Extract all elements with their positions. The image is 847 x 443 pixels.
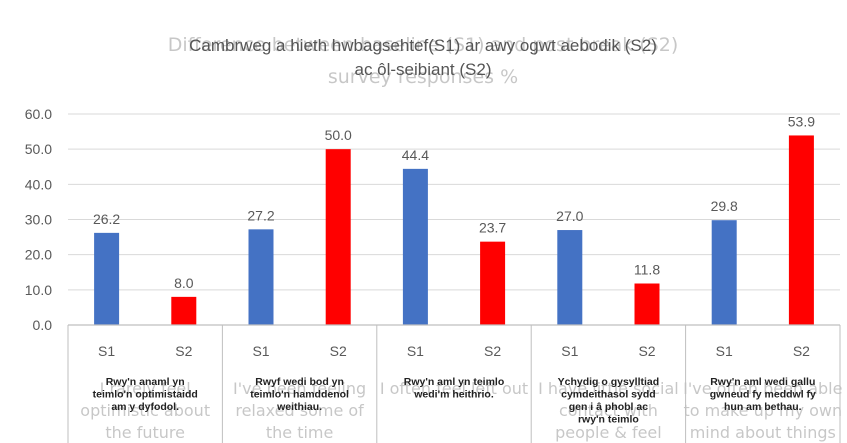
bar-s1 [557,230,583,325]
category-overlay-line: the future [105,423,185,442]
category-overlay-line: optimistic about [80,401,210,420]
category-label-line: teimlo'n hamddenol [250,389,349,401]
category-label-line: Rwy'n aml yn teimlo [404,376,505,388]
category-label-line: rwy'n teimlo [578,414,639,426]
category-label-line: Rwy'n aml wedi gallu [710,376,815,388]
category-label-line: Ychydig o gysylltiad [558,376,660,388]
y-tick-label: 50.0 [25,141,52,157]
title-line: ac ôl-seibiant (S2) [354,60,491,79]
bar-s1 [402,168,428,325]
x-tick-label: S1 [252,343,269,359]
category-label-line: gwneud fy meddwl fy [710,389,816,401]
bar-s2 [325,149,351,325]
x-tick-label: S2 [484,343,501,359]
y-tick-label: 40.0 [25,176,52,192]
category-overlay-line: mind about things [690,423,836,442]
category-overlay-line: to make up my own [683,401,842,420]
category-overlay-line: contact with [559,401,658,420]
category-label-line: Rwy'n anaml yn [106,376,185,388]
bar-s2 [171,296,197,325]
x-tick-label: S1 [407,343,424,359]
data-label: 11.8 [634,262,660,278]
title-overlay-line: Difference between baseline (S1) and pos… [168,34,679,56]
bars: 26.2 8.0 27.2 50.0 44.4 23.7 27.0 11.8 29.8 53.9 [93,113,815,325]
bar-s2 [788,135,814,325]
category-label-line: am y dyfodol. [111,401,179,413]
x-tick-label: S2 [175,343,192,359]
y-tick-label: 30.0 [25,212,52,228]
chart-title: Difference between baseline (S1) and pos… [168,34,679,88]
category-overlay-line: I've often been able [683,379,842,398]
category-overlay-line: I have little social [538,379,679,398]
data-label: 23.7 [479,220,506,236]
title-line: Cambrweg a hieth hwbagsehtef(S1) ar awy … [189,36,657,55]
x-tick-label: S2 [638,343,655,359]
category-label-line: weithiau. [276,401,322,413]
x-tick-label: S1 [561,343,578,359]
title-overlay-line: survey responses % [328,66,518,88]
data-label: 53.9 [788,113,815,129]
x-tick-label: S1 [716,343,733,359]
y-tick-label: 0.0 [33,317,53,333]
bar-s1 [248,229,274,325]
x-tick-label: S2 [330,343,347,359]
x-tick-label: S2 [793,343,810,359]
data-label: 29.8 [711,198,738,214]
y-tick-label: 60.0 [25,106,52,122]
x-tick-label: S1 [98,343,115,359]
bar-s2 [634,283,660,325]
y-tick-label: 20.0 [25,247,52,263]
category-overlay-line: I've been feeling [233,379,366,398]
category-overlay-line: relaxed some of [235,401,364,420]
category-overlay-line: the time [266,423,334,442]
data-label: 8.0 [174,275,194,291]
category-label-line: hun am bethau. [724,401,802,413]
category-overlay-line: I often feel left out [380,379,528,398]
plot-area: 0.0 10.0 20.0 30.0 40.0 50.0 60.0 [25,106,840,333]
x-axis: S1 S2 I rarely feel optimistic about the fut… [67,324,842,443]
data-label: 44.4 [402,147,429,163]
category-label-line: teimlo'n optimistaidd [93,389,198,401]
category-label-line: cymdeithasol sydd [561,389,656,401]
category-overlay-line: people & feel [555,423,662,442]
data-label: 26.2 [93,211,120,227]
data-label: 50.0 [325,127,352,143]
category-overlay-line: I rarely feel [100,379,191,398]
category-label-line: Rwyf wedi bod yn [255,376,344,388]
data-label: 27.0 [556,208,583,224]
bar-s1 [94,232,120,325]
category-label-line: wedi'm heithrio. [413,389,494,401]
category-label-line: gen i â phobl ac [569,401,649,413]
data-label: 27.2 [247,207,274,223]
bar-s2 [480,241,506,325]
y-tick-label: 10.0 [25,282,52,298]
bar-s1 [711,220,737,325]
